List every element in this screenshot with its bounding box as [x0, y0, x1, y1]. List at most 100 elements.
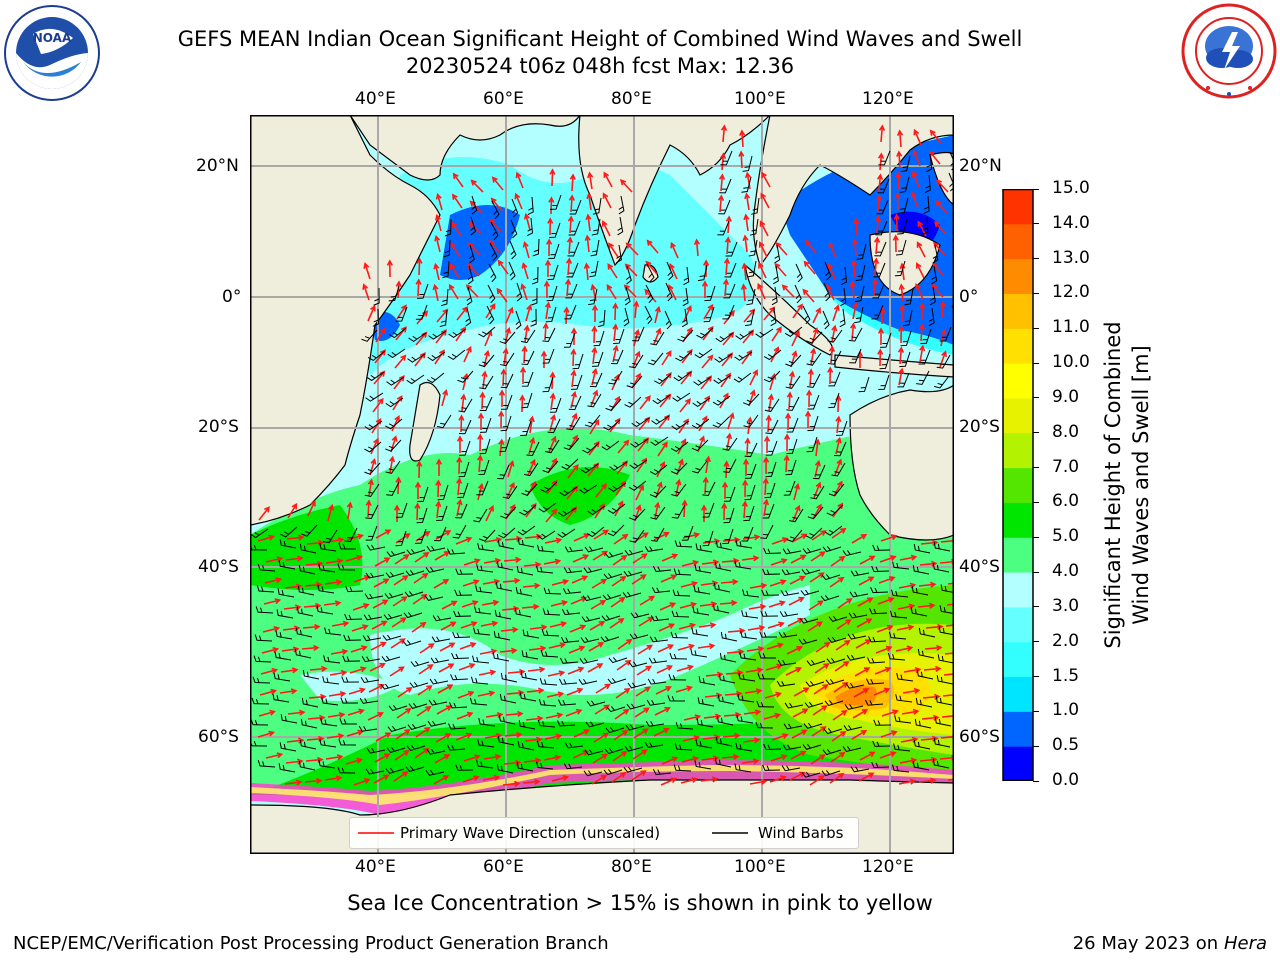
- wave-arrow: [502, 369, 505, 387]
- wind-barb: [256, 585, 275, 593]
- wind-barb: [479, 529, 496, 542]
- wind-barb: [387, 726, 407, 732]
- wind-barb: [558, 507, 577, 517]
- wind-barb: [407, 353, 426, 363]
- wave-arrow-head: [456, 498, 463, 506]
- wave-arrow-head: [625, 242, 632, 249]
- wave-arrow: [587, 215, 591, 232]
- wave-arrow-head: [584, 234, 591, 242]
- wave-arrow: [812, 504, 822, 520]
- wave-arrow: [613, 534, 628, 545]
- wave-arrow-head: [364, 778, 371, 784]
- wind-barb: [717, 220, 730, 236]
- wave-arrow-head: [823, 663, 830, 669]
- wind-barb: [511, 198, 519, 218]
- wave-arrow: [279, 689, 296, 694]
- wind-barb: [516, 762, 534, 772]
- wind-barb: [802, 305, 811, 325]
- wind-barb: [559, 486, 578, 497]
- wave-arrow-head: [460, 393, 467, 401]
- wind-barb: [783, 723, 803, 730]
- lon-tick-bottom: 40°E: [355, 857, 396, 877]
- wind-barb: [698, 676, 716, 686]
- wind-barb: [589, 260, 599, 278]
- wave-arrow: [468, 243, 481, 256]
- wind-barb: [563, 763, 583, 770]
- wave-arrow-head: [849, 280, 856, 288]
- wave-arrow-head: [725, 215, 732, 222]
- colorbar-tick-label: 2.0: [1052, 630, 1080, 651]
- wind-barb: [383, 613, 403, 620]
- wave-arrow-head: [380, 349, 386, 356]
- wave-arrow-head: [533, 603, 540, 610]
- wave-arrow-head: [620, 771, 627, 778]
- wind-barb: [765, 440, 778, 456]
- wave-arrow-head: [929, 129, 936, 136]
- wave-arrow-head: [742, 234, 749, 242]
- wind-barb: [693, 376, 712, 386]
- wind-barb: [408, 332, 427, 342]
- wind-barb: [603, 419, 621, 431]
- wind-barb: [912, 565, 930, 575]
- wave-arrow: [635, 485, 644, 501]
- wave-arrow: [790, 351, 797, 368]
- wave-arrow-head: [718, 173, 726, 180]
- wave-arrow: [523, 759, 540, 763]
- wave-arrow-head: [544, 301, 551, 309]
- wave-arrow-head: [549, 168, 556, 175]
- wave-arrow-head: [716, 671, 724, 678]
- wave-arrow-head: [648, 595, 656, 602]
- wave-arrow-head: [738, 150, 745, 157]
- wave-arrow-head: [549, 392, 556, 400]
- wind-barb: [722, 528, 734, 545]
- wind-barb: [279, 539, 297, 549]
- wind-barb: [514, 608, 532, 618]
- wave-arrow-head: [523, 212, 530, 220]
- wave-arrow: [789, 372, 794, 389]
- wave-arrow-head: [489, 669, 497, 676]
- wave-arrow-head: [665, 371, 672, 379]
- wave-arrow-head: [663, 531, 670, 538]
- wave-arrow-head: [814, 459, 821, 467]
- wind-barb: [871, 565, 890, 573]
- wave-arrow: [668, 285, 677, 301]
- wave-arrow: [898, 369, 903, 386]
- wave-arrow-head: [585, 213, 592, 221]
- wave-arrow-head: [680, 438, 687, 445]
- wind-barb: [380, 683, 400, 690]
- wind-barb: [609, 461, 628, 471]
- wave-arrow: [878, 174, 882, 192]
- wave-arrow-head: [820, 530, 827, 536]
- wind-barb: [406, 745, 426, 752]
- wave-arrow-head: [534, 757, 542, 764]
- wave-arrow-head: [549, 371, 556, 378]
- wave-arrow: [761, 172, 771, 188]
- wave-arrow-head: [467, 242, 474, 249]
- wave-arrow-head: [707, 325, 714, 333]
- wave-arrow-head: [427, 664, 434, 670]
- wind-barb: [429, 678, 449, 685]
- wave-arrow-head: [720, 124, 728, 131]
- wave-arrow-head: [796, 645, 803, 652]
- wave-arrow: [654, 707, 670, 716]
- wave-arrow: [656, 665, 672, 674]
- wind-barb: [666, 261, 674, 281]
- wave-arrow: [461, 601, 478, 608]
- wind-barb: [558, 699, 577, 706]
- wave-arrow-head: [460, 326, 466, 333]
- wave-arrow-head: [274, 598, 282, 605]
- wave-arrow: [881, 710, 898, 717]
- wind-barb: [932, 244, 939, 264]
- wave-arrow-head: [773, 346, 780, 353]
- colorbar: [1002, 189, 1034, 781]
- wind-barb: [299, 739, 317, 750]
- wind-barb: [735, 742, 753, 752]
- colorbar-tick-mark: [1033, 501, 1039, 503]
- wave-arrow-head: [514, 577, 521, 584]
- wave-arrow: [392, 396, 403, 411]
- wave-arrow-head: [381, 620, 388, 627]
- wind-barb: [799, 617, 819, 624]
- wind-barb: [757, 673, 776, 680]
- wind-barb: [827, 350, 842, 365]
- wave-arrow-head: [626, 638, 633, 645]
